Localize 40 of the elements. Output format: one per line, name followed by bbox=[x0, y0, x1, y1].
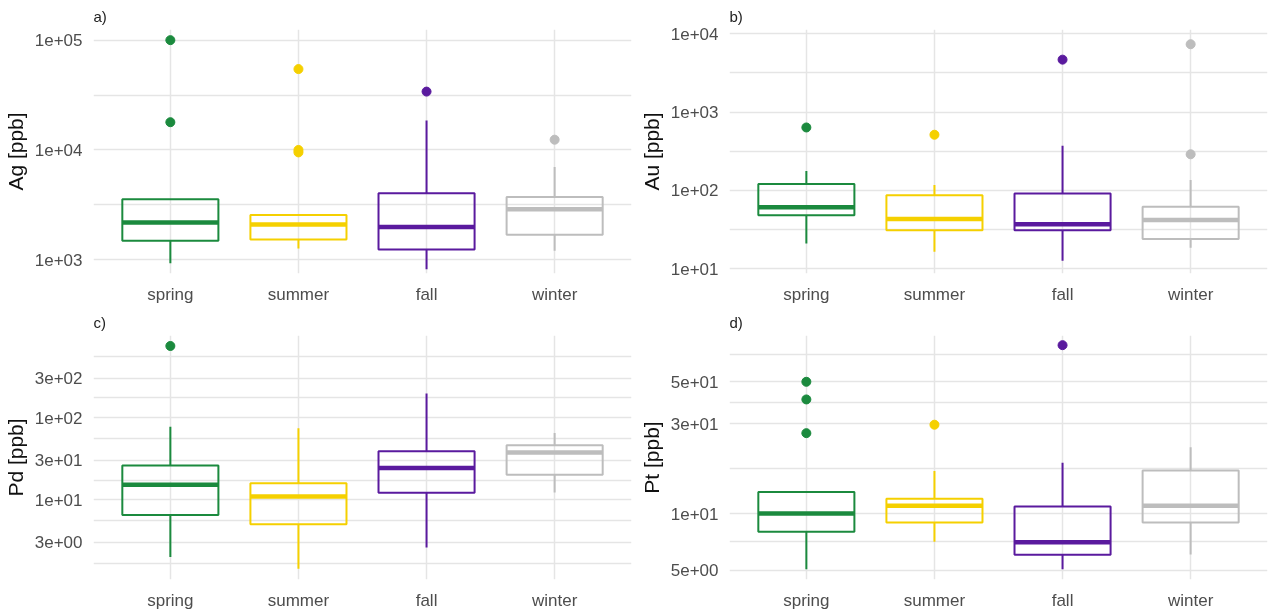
x-tick-label: winter bbox=[1166, 590, 1214, 610]
x-tick-label: summer bbox=[903, 284, 966, 304]
x-tick-label: winter bbox=[530, 284, 578, 304]
y-tick-label: 3e+02 bbox=[34, 369, 83, 389]
y-tick-label: 1e+04 bbox=[670, 24, 719, 44]
y-tick-label: 1e+01 bbox=[670, 504, 719, 524]
x-tick-label: fall bbox=[415, 590, 438, 610]
x-tick-label: summer bbox=[903, 590, 966, 610]
chart-title: c) bbox=[93, 313, 106, 331]
y-tick-label: 5e+00 bbox=[670, 561, 719, 581]
y-tick-label: 3e+01 bbox=[34, 451, 83, 471]
y-tick-label: 1e+02 bbox=[670, 181, 719, 201]
x-tick-label: spring bbox=[783, 590, 830, 610]
y-tick-label: 1e+01 bbox=[34, 490, 83, 510]
x-tick-label: fall bbox=[1051, 284, 1074, 304]
x-tick-label: spring bbox=[147, 590, 194, 610]
chart-title: d) bbox=[729, 313, 743, 331]
y-tick-label: 1e+03 bbox=[670, 103, 719, 123]
y-tick-label: 1e+03 bbox=[34, 250, 83, 270]
x-tick-label: winter bbox=[1166, 284, 1214, 304]
y-tick-label: 1e+05 bbox=[34, 31, 83, 51]
y-axis-title: Pd [ppb] bbox=[3, 418, 27, 497]
y-tick-label: 1e+01 bbox=[670, 259, 719, 279]
chart-title: b) bbox=[729, 7, 743, 25]
chart-title: a) bbox=[93, 7, 107, 25]
y-tick-label: 1e+02 bbox=[34, 408, 83, 428]
x-tick-label: winter bbox=[530, 590, 578, 610]
y-tick-label: 5e+01 bbox=[670, 372, 719, 392]
x-tick-label: fall bbox=[1051, 590, 1074, 610]
y-axis-title: Au [ppb] bbox=[639, 112, 663, 191]
y-axis-title: Pt [ppb] bbox=[639, 421, 663, 494]
x-tick-label: spring bbox=[147, 284, 194, 304]
y-axis-title: Ag [ppb] bbox=[3, 112, 27, 191]
x-tick-label: summer bbox=[267, 590, 330, 610]
x-tick-label: fall bbox=[415, 284, 438, 304]
y-tick-label: 3e+00 bbox=[34, 533, 83, 553]
x-tick-label: spring bbox=[783, 284, 830, 304]
y-tick-label: 1e+04 bbox=[34, 140, 83, 160]
x-tick-label: summer bbox=[267, 284, 330, 304]
y-tick-label: 3e+01 bbox=[670, 414, 719, 434]
